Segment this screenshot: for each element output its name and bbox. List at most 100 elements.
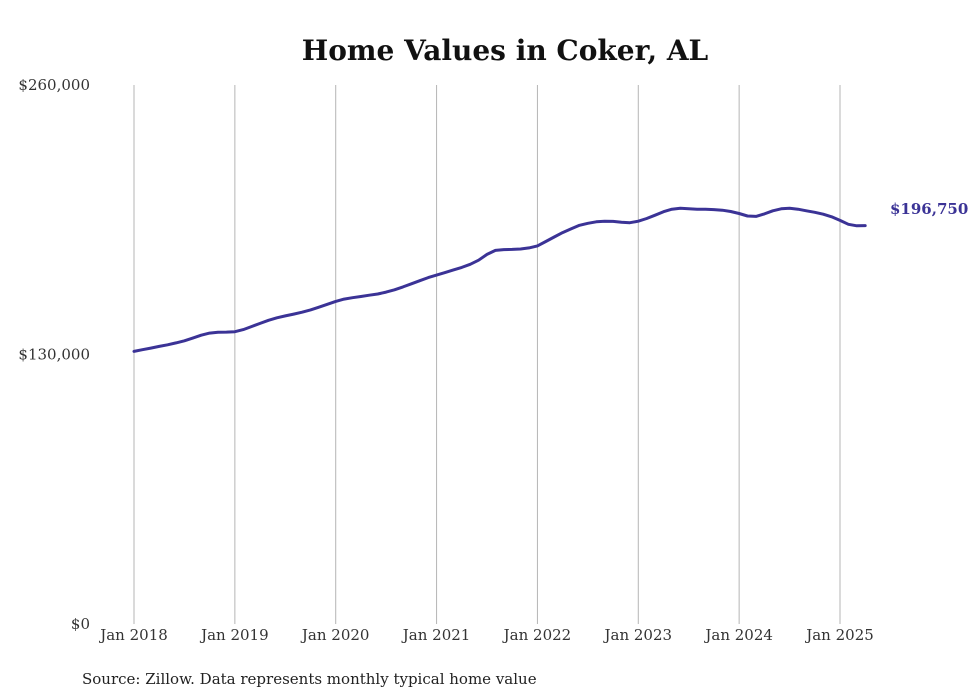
data-point [478, 259, 480, 261]
data-point [251, 325, 253, 328]
data-point [528, 247, 530, 249]
data-point [469, 263, 471, 265]
data-point [562, 232, 564, 234]
x-tick-label: Jan 2021 [401, 626, 471, 644]
data-point [494, 249, 496, 251]
x-tick-label: Jan 2023 [603, 626, 673, 644]
data-point [393, 289, 396, 291]
data-point [234, 331, 236, 333]
data-point [755, 215, 757, 217]
data-point [284, 315, 286, 317]
data-point [553, 236, 555, 238]
data-point [259, 322, 261, 324]
data-point [276, 317, 278, 319]
data-point [587, 222, 589, 224]
data-point [368, 294, 370, 296]
data-point [822, 213, 824, 215]
data-point [377, 293, 379, 295]
x-tick-label: Jan 2024 [703, 626, 773, 644]
data-point [141, 349, 143, 351]
data-point [679, 207, 681, 209]
data-point [730, 210, 732, 213]
x-tick-label: Jan 2018 [98, 626, 168, 644]
data-point [309, 309, 312, 311]
data-point [486, 253, 488, 255]
data-point [520, 248, 522, 250]
data-point [452, 269, 454, 271]
data-point [209, 332, 211, 334]
data-point [789, 207, 791, 209]
data-point [133, 350, 135, 352]
series-line [132, 206, 867, 353]
data-point [780, 208, 782, 210]
data-point [772, 210, 774, 212]
data-point [620, 221, 623, 223]
data-point [713, 209, 715, 211]
data-point [671, 208, 673, 210]
x-tick-label: Jan 2022 [502, 626, 572, 644]
data-point [746, 215, 749, 217]
data-point [536, 245, 539, 247]
data-point [175, 342, 177, 344]
data-point [158, 345, 160, 347]
data-point [242, 329, 244, 331]
data-point [436, 274, 438, 276]
data-point [662, 211, 665, 213]
last-value-label: $196,750 [890, 200, 968, 218]
data-point [351, 297, 354, 299]
gridlines [133, 85, 841, 624]
source-note: Source: Zillow. Data represents monthly … [82, 670, 537, 688]
data-point [545, 240, 547, 243]
data-point [511, 248, 513, 250]
x-tick-label: Jan 2020 [300, 626, 370, 644]
y-tick-label: $130,000 [18, 346, 90, 364]
data-point [360, 295, 362, 298]
data-point [461, 266, 463, 268]
data-point [385, 291, 387, 293]
data-point [318, 306, 320, 308]
data-point [419, 280, 421, 282]
data-point [805, 210, 808, 212]
data-point [704, 208, 707, 210]
data-point [696, 208, 698, 210]
series-layer [132, 206, 867, 353]
data-point [646, 217, 648, 220]
data-point [814, 211, 816, 213]
x-axis-tick-labels: Jan 2018 Jan 2019 Jan 2020 Jan 2021 Jan 2022… [98, 626, 874, 644]
y-axis-tick-labels: $0 $130,000 $260,000 [18, 76, 90, 633]
data-point [864, 225, 866, 227]
data-point [763, 213, 766, 215]
data-point [167, 344, 169, 346]
data-point [200, 334, 202, 336]
data-point [688, 208, 690, 210]
data-point [183, 340, 185, 342]
data-point [150, 347, 152, 349]
data-point [604, 220, 606, 222]
data-point [427, 277, 429, 279]
x-tick-label: Jan 2019 [199, 626, 269, 644]
data-point [856, 225, 858, 227]
data-point [326, 303, 328, 305]
data-point [217, 331, 219, 333]
data-point [654, 214, 656, 216]
data-point [797, 208, 799, 210]
data-point [267, 319, 270, 321]
data-point [738, 212, 740, 215]
data-point [847, 223, 850, 225]
data-point [225, 331, 228, 333]
data-point [192, 337, 194, 339]
data-point [595, 221, 597, 223]
data-point [570, 228, 572, 230]
data-point [293, 313, 295, 315]
data-point [444, 272, 446, 274]
data-point [335, 300, 337, 302]
chart-title: Home Values in Coker, AL [302, 34, 709, 67]
data-point [410, 283, 412, 285]
data-point [637, 220, 639, 222]
data-point [503, 249, 505, 251]
data-point [612, 220, 614, 222]
data-point [831, 216, 833, 218]
y-tick-label: $260,000 [18, 76, 90, 94]
data-point [839, 219, 841, 221]
